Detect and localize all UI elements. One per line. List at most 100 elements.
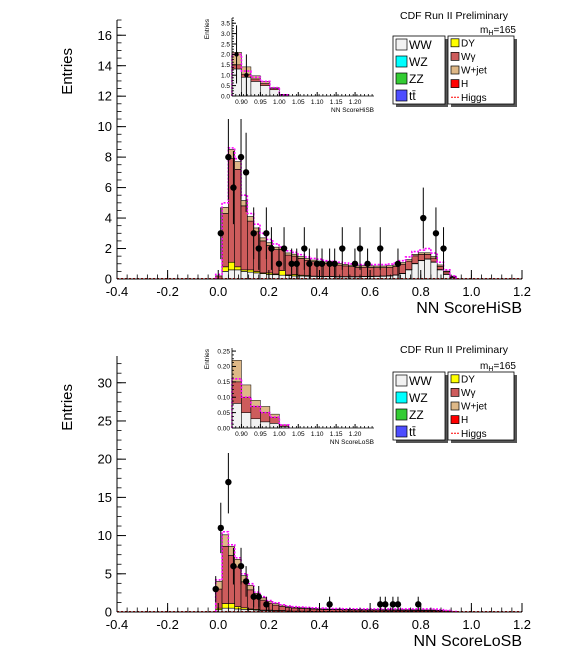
stack-bar [285,607,292,612]
stack-bar [247,269,254,273]
data-point [326,601,333,608]
inset-y-axis-title: Entries [204,18,211,39]
legend-swatch [450,401,460,411]
legend-label: Wγ [461,52,475,63]
stack-bar [373,265,381,268]
stack-bar [278,270,286,276]
chart-panel-losb: -0.4 -0.2 0.0 0.2 0.4 0.6 0.8 1.0 1.205101520253… [59,343,531,650]
stack-bar [411,254,419,257]
stack-bar [430,261,438,280]
stack-bar [405,259,413,262]
stack-bar [250,418,261,429]
stack-bar [250,81,261,97]
chart-panel-hisb: -0.4 -0.2 0.0 0.2 0.4 0.6 0.8 1.0 1.202468101214… [59,9,531,317]
stack-bar [272,604,280,611]
legend-swatch [395,374,408,387]
header-box [394,9,514,22]
data-point [242,169,250,176]
data-point [250,230,257,237]
y-tick-label: 10 [98,119,112,134]
higgs-outline [231,377,290,428]
y-tick-label: 6 [105,180,112,195]
x-tick-label: 1.0 [462,617,480,632]
stack-bar [417,252,425,255]
data-point [230,562,237,570]
stack-bar [234,169,242,268]
x-tick-label: -0.2 [156,284,178,299]
legend-label: WZ [409,55,428,69]
legend-label: W+jet [461,66,487,77]
y-tick-label: 0 [105,272,112,287]
y-tick-label: 0 [105,605,112,620]
legend-label: ZZ [409,72,424,86]
legend-swatch [395,391,408,404]
data-point [394,260,402,267]
stack-bar [259,240,267,274]
legend-label: H [461,415,468,426]
stack-bar [221,271,229,280]
stack-bar [260,421,271,429]
data-point [255,245,262,252]
legend-label: WW [409,374,432,388]
higgs-outline [231,53,290,96]
y-tick-label: 2.5 [221,41,230,48]
x-tick-label: 1.10 [311,431,324,438]
stack-bar [241,396,252,413]
y-tick-label: 4 [105,211,112,226]
x-tick-label: 1.00 [273,99,286,106]
data-point [382,601,389,608]
legend-label: H [461,79,468,90]
stack-bar [221,266,229,272]
data-point [288,260,295,267]
stack-bar [335,264,343,277]
mass-label-main: m [480,25,488,36]
x-tick-label: -0.4 [106,284,128,299]
y-tick-label: 15 [98,490,112,505]
x-tick-label: 0.95 [254,431,267,438]
data-point [306,260,313,267]
inset-x-axis-title: NN ScoreHiSB [331,107,374,114]
stack-bar [310,608,318,612]
legend-label: W+jet [461,402,487,413]
stack-bar [386,265,394,268]
data-point [255,593,262,600]
stack-bar [250,406,261,420]
stack-bar [341,265,349,277]
stack-bar [411,255,419,264]
stack-bar [285,252,292,256]
legend-swatch [395,89,408,102]
data-point [318,260,326,267]
y-tick-label: 1.5 [221,62,230,69]
stack-bar [221,207,229,214]
legend-label: Higgs [461,93,487,104]
stack-bar [269,423,280,429]
legend-label: DY [461,374,475,385]
y-tick-label: 3.5 [221,20,230,27]
stack-bar [234,266,242,271]
x-tick-label: 0.90 [235,99,248,106]
stack-bar [228,269,236,280]
y-tick-label: 3.0 [221,31,230,38]
legend-swatch [395,408,408,421]
data-point [275,260,283,267]
data-point [263,601,270,608]
data-point [293,260,300,267]
y-tick-label: 30 [98,375,112,390]
stack-bar [234,606,242,610]
stack-bar [240,205,248,271]
stack-bar [424,258,432,280]
x-tick-label: -0.2 [156,617,178,632]
x-tick-label: 0.4 [310,617,328,632]
legend-swatch [450,388,460,397]
inset-background [201,343,377,453]
data-point [234,52,239,57]
stack-bar [247,216,254,222]
y-axis-title: Entries [59,384,76,431]
stack-bar [405,260,413,270]
legend-swatch [450,415,460,424]
stack-bar [272,603,280,606]
data-point [420,214,427,222]
y-tick-label: 0.15 [217,379,230,386]
inset-plot: 0.90 0.95 1.00 1.05 1.10 1.15 1.20 0.0 0.5 1.0 1.5… [201,9,377,119]
x-tick-label: 0.8 [412,617,430,632]
